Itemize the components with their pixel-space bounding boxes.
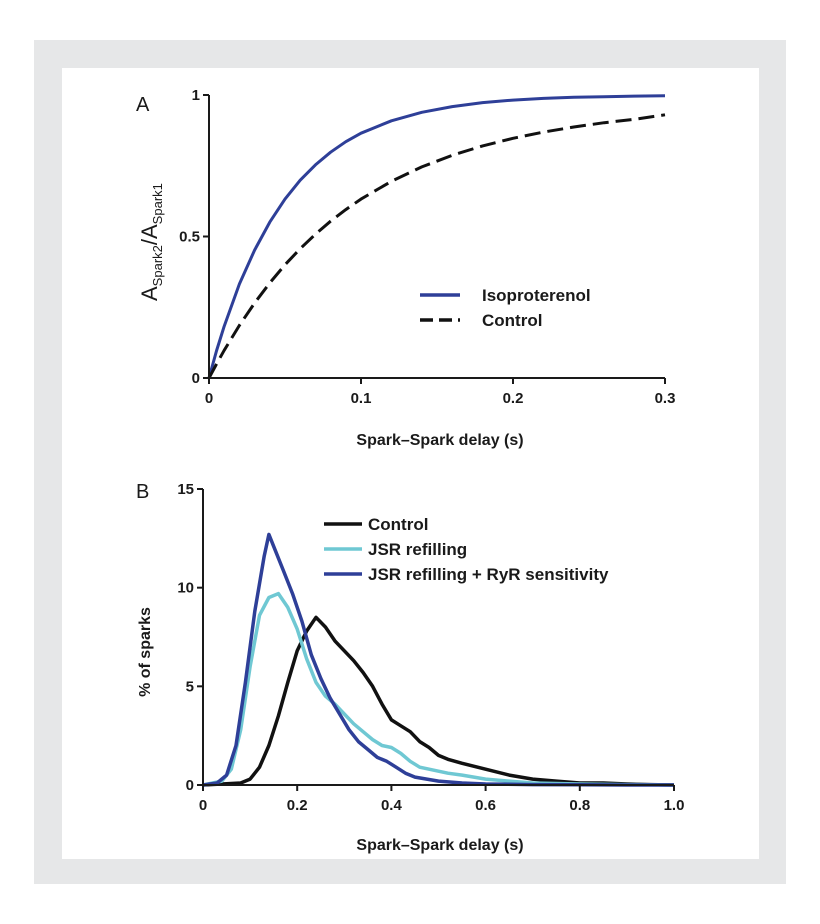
panel-a-series: [207, 94, 666, 379]
panel-b-letter: B: [136, 481, 149, 503]
figure-svg: A 0 0.1 0.2 0.3 00.51 Spark–Spark delay (s)…: [136, 87, 684, 854]
panel-a-y-ticks: 00.51: [179, 87, 209, 387]
panel-b-x-ticks: 0 0.2 0.4 0.6 0.8 1.0: [199, 785, 685, 814]
series-line-control-b: [202, 615, 675, 787]
ylabel-sep: /A: [137, 224, 162, 245]
panel-b-axes: [202, 489, 674, 786]
x-tick-label-a-2: 0.2: [503, 390, 524, 407]
panel-b-series: [202, 532, 675, 787]
legend-label-isoproterenol: Isoproterenol: [482, 286, 591, 305]
panel-a-y-axis-label: ASpark2/ASpark1: [137, 183, 165, 301]
panel-b-y-axis-label: % of sparks: [137, 607, 154, 697]
y-tick-label-a-2: 1: [192, 87, 200, 104]
legend-label-control-b: Control: [368, 515, 428, 534]
panel-a-axes: [208, 95, 665, 379]
ylabel-main: A: [137, 286, 162, 301]
x-tick-label-b-0: 0: [199, 797, 207, 814]
y-tick-label-b-2: 10: [177, 580, 194, 597]
y-tick-label-a-1: 0.5: [179, 229, 200, 246]
x-tick-label-a-1: 0.1: [351, 390, 372, 407]
panel-a-x-ticks: 0 0.1 0.2 0.3: [205, 378, 676, 407]
y-tick-label-a-0: 0: [192, 370, 200, 387]
panel-b-legend: Control JSR refilling JSR refilling + Ry…: [324, 515, 609, 584]
legend-label-jsr-ryr: JSR refilling + RyR sensitivity: [368, 565, 609, 584]
series-line-isoproterenol-a: [207, 94, 666, 379]
legend-label-control: Control: [482, 311, 542, 330]
panel-b-y-ticks: 0 5 10 15: [177, 481, 203, 794]
series-line-control-a: [207, 113, 666, 379]
x-tick-label-b-5: 1.0: [664, 797, 685, 814]
x-tick-label-b-2: 0.4: [381, 797, 403, 814]
x-tick-label-b-3: 0.6: [475, 797, 496, 814]
y-tick-label-b-3: 15: [177, 481, 194, 498]
figure-panel: A 0 0.1 0.2 0.3 0 0.5 1 Spark–Spark delay (s)…: [62, 68, 759, 859]
x-tick-label-b-4: 0.8: [569, 797, 590, 814]
panel-b-x-axis-label: Spark–Spark delay (s): [356, 837, 523, 854]
y-tick-label-b-0: 0: [186, 777, 194, 794]
ylabel-sub1: Spark2: [150, 245, 165, 286]
series-line-jsr-refilling-ryr-sensitivity-b: [202, 532, 674, 787]
legend-label-jsr-refilling: JSR refilling: [368, 540, 467, 559]
panel-a-letter: A: [136, 94, 150, 116]
x-tick-label-b-1: 0.2: [287, 797, 308, 814]
x-tick-label-a-3: 0.3: [655, 390, 676, 407]
y-tick-label-b-1: 5: [186, 678, 194, 695]
ylabel-sub2: Spark1: [150, 183, 165, 224]
series-line-jsr-refilling-b: [202, 591, 675, 787]
x-tick-label-a-0: 0: [205, 390, 213, 407]
panel-b: B 0 0.2 0.4 0.6 0.8 1.0 0 5 10 15 Spark–Spark de…: [136, 481, 684, 854]
panel-a-x-axis-label: Spark–Spark delay (s): [356, 432, 523, 449]
panel-a: A 0 0.1 0.2 0.3 00.51 Spark–Spark delay (s)…: [136, 87, 675, 449]
panel-a-legend: Isoproterenol Control: [420, 286, 591, 330]
